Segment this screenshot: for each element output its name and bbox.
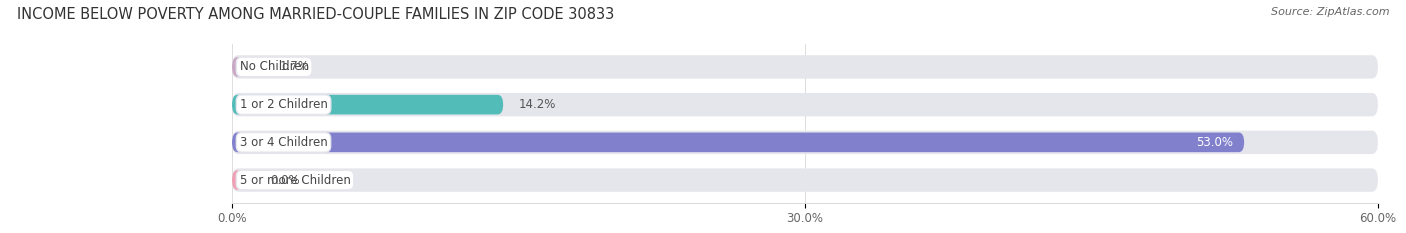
FancyBboxPatch shape: [232, 170, 254, 190]
Text: No Children: No Children: [239, 60, 309, 73]
FancyBboxPatch shape: [232, 168, 1378, 192]
Text: 5 or more Children: 5 or more Children: [239, 174, 350, 187]
FancyBboxPatch shape: [232, 133, 1244, 152]
FancyBboxPatch shape: [232, 131, 1378, 154]
FancyBboxPatch shape: [232, 55, 1378, 79]
Text: 0.0%: 0.0%: [270, 174, 299, 187]
FancyBboxPatch shape: [232, 93, 1378, 116]
Text: 3 or 4 Children: 3 or 4 Children: [239, 136, 328, 149]
Text: 1 or 2 Children: 1 or 2 Children: [239, 98, 328, 111]
FancyBboxPatch shape: [232, 95, 503, 114]
Text: 53.0%: 53.0%: [1195, 136, 1233, 149]
FancyBboxPatch shape: [232, 57, 264, 77]
Text: Source: ZipAtlas.com: Source: ZipAtlas.com: [1271, 7, 1389, 17]
Text: INCOME BELOW POVERTY AMONG MARRIED-COUPLE FAMILIES IN ZIP CODE 30833: INCOME BELOW POVERTY AMONG MARRIED-COUPL…: [17, 7, 614, 22]
Text: 14.2%: 14.2%: [519, 98, 555, 111]
Text: 1.7%: 1.7%: [280, 60, 309, 73]
